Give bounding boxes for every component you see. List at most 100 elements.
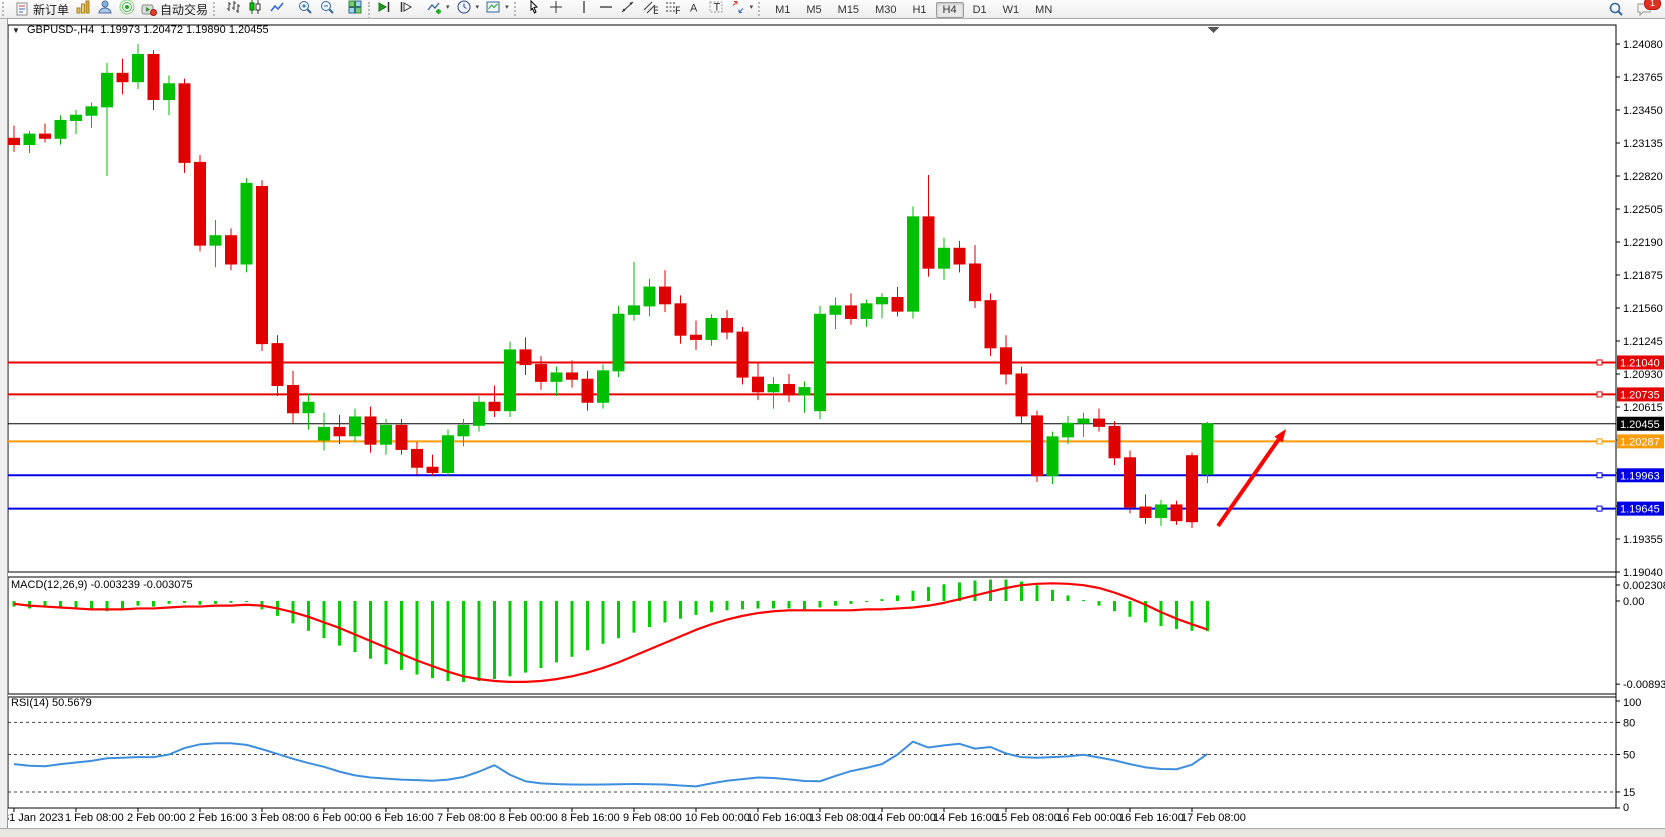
accounts-button[interactable] [94, 0, 116, 15]
candle-body [101, 72, 113, 108]
price-line-label: 1.20455 [1620, 419, 1660, 431]
candle-body [85, 106, 98, 116]
hline-handle[interactable] [1596, 359, 1603, 366]
macd-bar [477, 601, 481, 681]
new-order-button[interactable]: 新订单 [11, 1, 72, 18]
templates-button[interactable]: ▾ [482, 0, 512, 15]
chat-button[interactable]: 1 [1633, 0, 1661, 18]
rsi-axis-label: 50 [1623, 750, 1635, 762]
chevron-down-icon[interactable]: ▾ [505, 3, 509, 11]
hline-handle[interactable] [1596, 391, 1603, 398]
price-tick-label: 1.22820 [1623, 171, 1663, 183]
candle-body [1046, 436, 1059, 477]
timeframe-w1[interactable]: W1 [1002, 4, 1020, 16]
candle-body [829, 305, 842, 315]
macd-bar [90, 601, 93, 611]
timeframe-m30[interactable]: M30 [875, 4, 897, 16]
candle-body [519, 349, 532, 366]
signals-button[interactable] [116, 0, 138, 15]
candle-body [240, 182, 253, 265]
svg-text:T: T [713, 1, 720, 13]
text-label-button[interactable]: T [705, 0, 727, 15]
candle-body [1015, 373, 1028, 417]
hline-handle[interactable] [1596, 505, 1603, 512]
candle-body [488, 401, 501, 412]
macd-bar [539, 601, 543, 668]
equidistant-channel-button[interactable]: E [639, 0, 661, 15]
macd-axis-label: 0.00 [1623, 596, 1644, 608]
arrow-annotation[interactable] [1216, 429, 1286, 528]
price-line-label: 1.21040 [1620, 357, 1660, 369]
chart-shift-marker[interactable] [1207, 27, 1220, 33]
candle-body [302, 401, 315, 414]
notification-badge: 1 [1644, 0, 1661, 10]
rsi-axis-label: 0 [1623, 802, 1629, 814]
periods-button[interactable]: ▾ [453, 0, 483, 15]
main-pane[interactable] [7, 24, 1617, 573]
crosshair-button[interactable] [545, 0, 567, 15]
trend-line-button[interactable] [617, 0, 639, 15]
macd-pane[interactable] [7, 576, 1617, 695]
macd-bar [198, 601, 202, 605]
vertical-line-button[interactable] [573, 0, 595, 15]
macd-bar [927, 587, 930, 601]
hline-handle[interactable] [1596, 438, 1603, 445]
macd-bar [973, 580, 977, 601]
timeframe-d1[interactable]: D1 [972, 4, 987, 16]
line-chart-button[interactable] [266, 0, 288, 15]
timeframe-m15[interactable]: M15 [837, 4, 860, 16]
horizontal-line-button[interactable] [595, 0, 617, 15]
macd-bar [586, 601, 589, 651]
hline-handle[interactable] [1596, 472, 1603, 479]
macd-bar [679, 601, 682, 619]
crosshair-icon [548, 0, 564, 15]
search-button[interactable] [1605, 1, 1627, 18]
timeframe-m5[interactable]: M5 [806, 4, 822, 16]
chevron-down-icon[interactable]: ▾ [475, 3, 480, 11]
time-label: 14 Feb 00:00 [871, 812, 936, 824]
candle-body [612, 313, 625, 372]
toolbar-grip [513, 2, 520, 16]
auto-scroll-button[interactable] [373, 0, 395, 15]
time-axis[interactable]: 31 Jan 2023 1 Feb 08:00 2 Feb 00:00 2 Feb 1… [3, 808, 1246, 824]
symbol-collapse-icon[interactable]: ▼ [12, 26, 20, 35]
text-icon: A [686, 0, 702, 15]
candle-body [984, 300, 997, 349]
timeframe-mn[interactable]: MN [1035, 4, 1053, 16]
time-label: 10 Feb 00:00 [685, 812, 750, 824]
chevron-down-icon[interactable]: ▾ [749, 3, 754, 11]
timeframe-m1[interactable]: M1 [775, 4, 791, 16]
rsi-pane[interactable] [7, 696, 1617, 809]
price-line-label-bg [1617, 355, 1664, 370]
arrows-button[interactable]: ▾ [727, 0, 757, 15]
candle-body [953, 247, 966, 265]
cursor-icon [526, 0, 542, 15]
bar-chart-button[interactable] [222, 0, 244, 15]
new-order-label: 新订单 [33, 2, 70, 17]
indicators-button[interactable]: ▾ [423, 0, 453, 15]
autotrade-button[interactable]: 自动交易 [138, 1, 211, 18]
cursor-button[interactable] [523, 0, 545, 15]
chart-shift-button[interactable] [395, 0, 417, 15]
candlestick-button[interactable] [244, 0, 266, 15]
text-button[interactable]: A [683, 0, 705, 15]
profile-button[interactable] [72, 0, 94, 15]
macd-bar [508, 601, 512, 677]
candle-body [860, 303, 873, 319]
macd-bar [229, 601, 233, 603]
zoom-out-button[interactable] [316, 0, 338, 15]
time-label: 16 Feb 16:00 [1119, 812, 1184, 824]
tile-windows-button[interactable] [344, 0, 366, 15]
zoom-in-button[interactable] [294, 0, 316, 15]
fibonacci-icon: F [664, 0, 680, 15]
price-tick-label: 1.21875 [1623, 270, 1663, 282]
macd-axis-label: 0.002308 [1623, 580, 1665, 592]
candle-body [690, 334, 702, 340]
timeframe-h1[interactable]: H1 [912, 4, 927, 16]
fibonacci-button[interactable]: F [661, 0, 683, 15]
chart-title: ▼ GBPUSD-,H4 1.19973 1.20472 1.19890 1.2… [12, 24, 269, 36]
macd-indicator-label: MACD(12,26,9) -0.003239 -0.003075 [11, 579, 193, 591]
timeframe-h4[interactable]: H4 [935, 2, 964, 18]
chevron-down-icon[interactable]: ▾ [446, 3, 450, 11]
